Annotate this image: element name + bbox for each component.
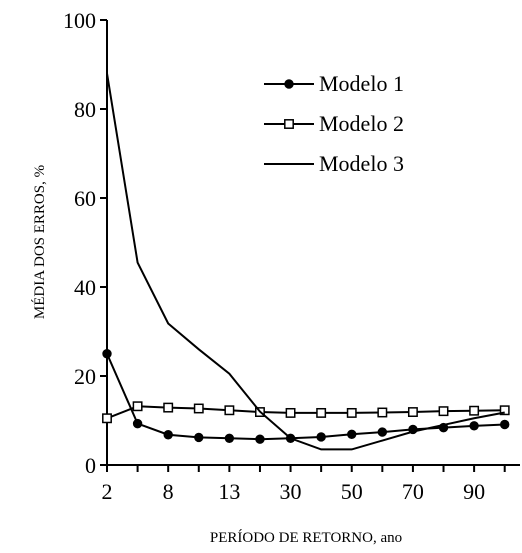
data-point — [346, 407, 357, 418]
series-line — [106, 405, 505, 420]
data-point — [193, 403, 204, 414]
data-point — [316, 432, 326, 442]
y-tick-label: 80 — [74, 97, 96, 122]
data-point — [132, 418, 143, 429]
data-point — [194, 432, 204, 443]
data-point — [255, 434, 265, 444]
series-line — [106, 353, 505, 441]
data-point — [102, 413, 112, 424]
data-point — [224, 433, 235, 443]
legend-label: Modelo 2 — [319, 111, 404, 136]
legend-item: Modelo 1 — [264, 71, 404, 96]
data-point — [469, 421, 479, 431]
y-axis-ticks: 0 20 40 60 80 100 — [63, 8, 107, 478]
x-tick-label: 2 — [102, 479, 113, 504]
legend-item: Modelo 3 — [264, 151, 404, 176]
data-point — [316, 407, 327, 418]
legend: Modelo 1 Modelo 2 Modelo 3 — [264, 71, 404, 176]
legend-label: Modelo 1 — [319, 71, 404, 96]
legend-marker — [284, 79, 294, 89]
y-tick-label: 100 — [63, 8, 96, 33]
y-tick-label: 60 — [74, 186, 96, 211]
series-line — [106, 73, 505, 451]
data-point — [163, 402, 174, 413]
series-1 — [102, 349, 510, 444]
x-tick-label: 70 — [402, 479, 424, 504]
data-point — [224, 405, 235, 416]
x-axis-title: PERÍODO DE RETORNO, ano — [210, 529, 402, 546]
data-point — [347, 429, 357, 439]
data-point — [500, 419, 510, 430]
data-point — [377, 407, 388, 418]
data-point — [438, 406, 449, 417]
series-layer — [102, 73, 510, 451]
y-axis-title: MÉDIA DOS ERROS, % — [31, 165, 48, 319]
x-tick-label: 30 — [280, 479, 302, 504]
y-tick-label: 20 — [74, 364, 96, 389]
legend-item: Modelo 2 — [264, 111, 404, 136]
data-point — [469, 405, 480, 416]
chart-axes — [106, 20, 520, 466]
y-tick-label: 40 — [74, 275, 96, 300]
data-point — [102, 349, 112, 359]
x-tick-label: 90 — [463, 479, 485, 504]
x-axis-ticks: 2 8 13 30 50 70 90 — [102, 465, 506, 504]
x-tick-label: 50 — [341, 479, 363, 504]
series-3 — [106, 73, 505, 451]
legend-label: Modelo 3 — [319, 151, 404, 176]
data-point — [285, 407, 296, 418]
data-point — [499, 405, 510, 416]
data-point — [132, 401, 143, 412]
legend-marker — [284, 119, 294, 129]
data-point — [163, 430, 173, 440]
x-tick-label: 8 — [163, 479, 174, 504]
data-point — [377, 427, 388, 437]
y-tick-label: 0 — [85, 453, 96, 478]
series-2 — [102, 401, 510, 424]
data-point — [407, 407, 418, 417]
x-tick-label: 13 — [218, 479, 240, 504]
